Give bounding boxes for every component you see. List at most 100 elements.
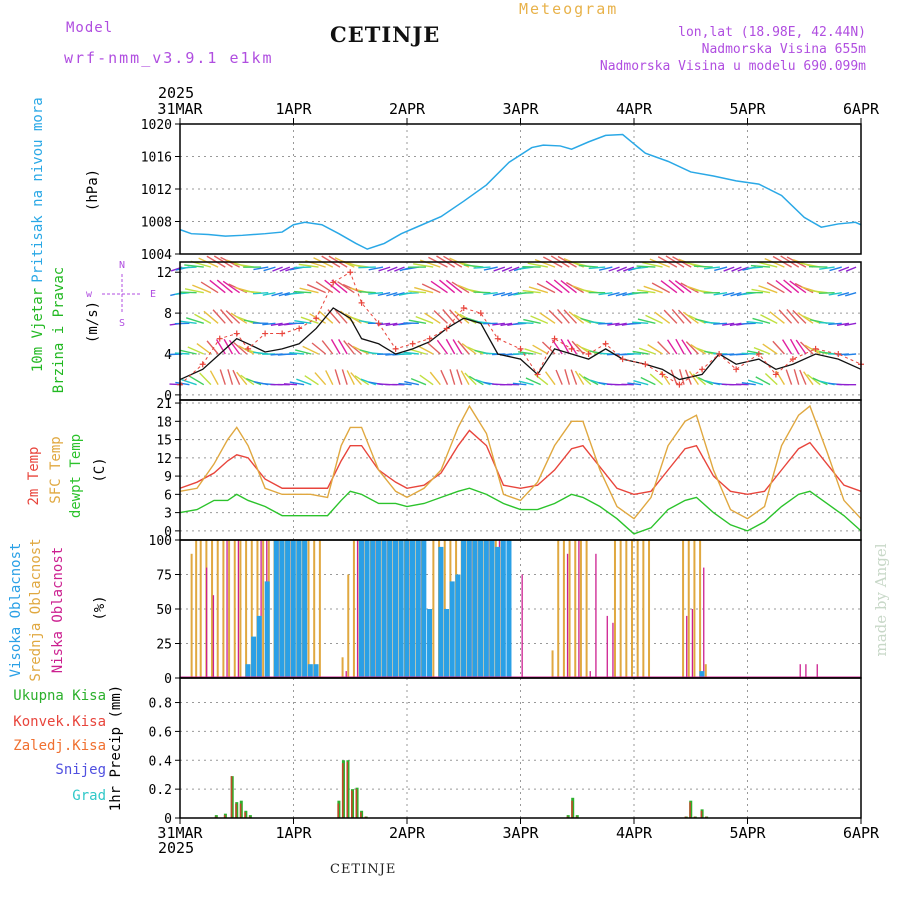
gust-marker	[296, 325, 303, 332]
mid-cloud-bar	[574, 540, 577, 678]
wind-arrow	[179, 266, 197, 269]
wind-arrow	[570, 369, 578, 385]
gust-marker	[494, 335, 501, 342]
cloud-unit-label: (%)	[92, 595, 108, 620]
wind-arrow	[424, 312, 441, 324]
wind-arrow	[278, 291, 290, 297]
wind-arrow	[703, 266, 720, 270]
wind-arrow	[649, 258, 670, 268]
wind-arrow	[300, 316, 319, 324]
high-cloud-bar	[466, 540, 472, 678]
precip-legend-item: Snijeg	[55, 762, 106, 778]
convective-rain-bar	[360, 812, 362, 818]
high-cloud-bar	[472, 540, 478, 678]
wind-arrow	[721, 353, 735, 356]
wind-arrow	[413, 263, 434, 268]
wind-arrow	[338, 338, 348, 355]
wind-arrow	[337, 281, 355, 294]
precip-axis-label: 1hr Precip (mm)	[108, 685, 124, 811]
wind-arrow	[548, 309, 563, 324]
wind-arrow	[636, 289, 656, 294]
wind-arrow	[608, 266, 620, 272]
mid-cloud-bar	[222, 540, 225, 678]
wind-arrow	[429, 371, 441, 386]
wind-arrow	[199, 372, 212, 386]
wind-arrow	[674, 280, 692, 294]
wind-arrow	[793, 369, 800, 385]
gust-marker	[279, 330, 286, 337]
high-cloud-bar	[279, 540, 285, 678]
wind-arrow	[789, 280, 807, 294]
wind-arrow	[175, 381, 190, 386]
y-tick-label: 50	[156, 603, 172, 618]
high-cloud-bar	[290, 540, 296, 678]
compass-north: N	[119, 260, 125, 271]
wind-arrow	[536, 282, 556, 294]
gust-marker	[551, 335, 558, 342]
wind-arrow	[314, 372, 327, 386]
dewpoint-line	[179, 487, 862, 535]
wind-arrow	[417, 345, 434, 355]
gust-marker	[676, 381, 683, 388]
y-tick-label: 0	[164, 525, 172, 540]
gust-marker	[392, 345, 399, 352]
y-tick-label: 100	[149, 534, 172, 549]
wind-axis-label-2: Brzina i Pravac	[51, 267, 67, 393]
wind-arrow	[616, 266, 627, 272]
y-tick-label: 0	[164, 389, 172, 404]
high-cloud-bar	[370, 540, 376, 678]
wind-arrow	[792, 309, 807, 324]
wind-arrow	[671, 308, 685, 324]
wind-arrow	[837, 291, 850, 297]
wind-arrow	[311, 342, 327, 355]
y-tick-label: 8	[164, 307, 172, 322]
sfc-temp-line	[179, 404, 862, 520]
low-cloud-axis-label: Niska Oblacnost	[50, 547, 66, 673]
y-tick-label: 21	[156, 397, 172, 412]
wind-arrow	[463, 264, 484, 268]
y-tick-label: 15	[156, 434, 172, 449]
wind-arrow	[404, 380, 419, 386]
mid-cloud-bar	[262, 540, 265, 678]
wind-arrow	[430, 280, 448, 294]
wind-arrow	[755, 376, 771, 386]
wind-arrow	[483, 291, 498, 296]
y-tick-label: 0.8	[149, 697, 172, 712]
wind-arrow	[220, 309, 233, 324]
wind-arrow	[666, 339, 678, 355]
wind-arrow	[493, 266, 506, 272]
y-tick-label: 25	[156, 638, 172, 653]
wind-arrow	[638, 347, 656, 355]
wind-arrow	[751, 288, 771, 294]
low-cloud-bar	[595, 553, 597, 678]
wind-arrow	[688, 370, 699, 386]
wind-arrow	[302, 345, 319, 355]
mid-cloud-bar	[250, 540, 253, 678]
wind-arrow	[781, 339, 793, 355]
gust-marker	[460, 305, 467, 311]
temp2m-line	[179, 429, 862, 496]
x-tick-label-top: 5APR	[729, 100, 766, 118]
wind-arrow	[799, 369, 807, 385]
precip-legend-item: Ukupna Kisa	[13, 688, 106, 704]
gust-marker	[733, 366, 740, 373]
wind-arrow	[346, 370, 355, 385]
temp-unit-label: (C)	[92, 457, 108, 482]
gust-marker	[426, 335, 433, 342]
convective-rain-bar	[700, 810, 703, 818]
panel-frame	[179, 677, 862, 819]
gust-marker	[216, 335, 223, 342]
wind-arrow	[209, 279, 226, 294]
wind-arrow	[571, 340, 585, 355]
wind-arrow	[187, 346, 205, 355]
wind-arrow	[347, 342, 362, 355]
wind-arrow	[209, 370, 219, 386]
low-cloud-bar	[212, 595, 215, 678]
wind-arrow	[829, 266, 842, 272]
wind-arrow	[403, 291, 419, 295]
wind-arrow	[408, 319, 427, 325]
convective-rain-bar	[337, 803, 339, 818]
wind-arrow	[517, 291, 534, 295]
gust-marker	[585, 351, 592, 357]
y-tick-label: 6	[164, 488, 172, 503]
